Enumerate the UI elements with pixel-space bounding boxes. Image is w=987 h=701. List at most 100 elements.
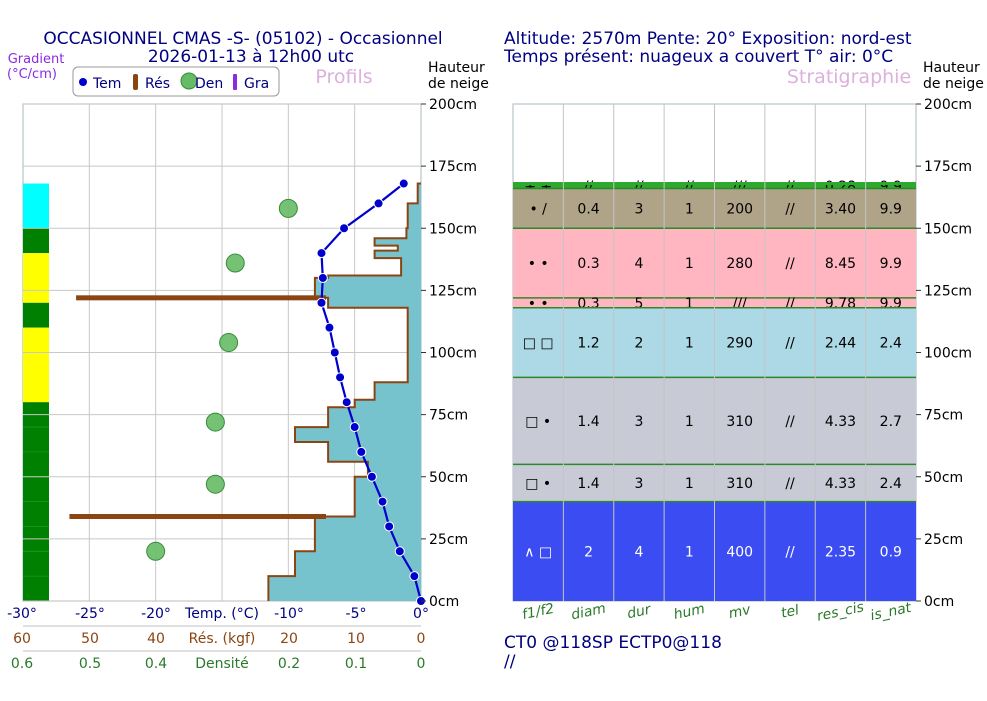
strat-cell: // xyxy=(785,476,795,492)
temperature-point xyxy=(356,446,367,457)
gradient-block xyxy=(23,327,49,403)
temperature-point xyxy=(398,178,409,189)
temperature-point xyxy=(335,372,346,383)
den-tick-label: 0.4 xyxy=(145,656,167,672)
res-tick-label: 40 xyxy=(147,631,165,647)
y-tick-label: 0cm xyxy=(429,594,459,610)
legend-tem-marker xyxy=(79,78,87,86)
strat-cell: 1 xyxy=(685,476,694,492)
strat-cell: 400 xyxy=(726,544,753,560)
profile-title: OCCASIONNEL CMAS -S- (05102) - Occasionn… xyxy=(43,29,442,49)
strat-cell: // xyxy=(785,256,795,272)
strat-cell: □ • xyxy=(525,414,551,430)
left-height-label: Hauteur xyxy=(428,60,485,76)
y-tick-label: 75cm xyxy=(429,408,468,424)
strat-cell: // xyxy=(634,179,644,195)
temperature-point xyxy=(349,422,360,433)
temperature-point xyxy=(341,397,352,408)
strat-cell: 2.44 xyxy=(825,336,856,352)
strat-column-label: mv xyxy=(727,602,752,622)
strat-cell: 280 xyxy=(726,256,753,272)
temp-tick-label: -30° xyxy=(7,606,37,622)
den-axis-label: Densité xyxy=(195,656,249,672)
strat-cell: 0.9 xyxy=(880,544,902,560)
res-tick-label: 10 xyxy=(347,631,365,647)
temperature-point xyxy=(339,223,350,234)
strat-cell: ∧ □ xyxy=(524,544,552,560)
resistance-bar xyxy=(69,514,326,520)
temperature-point xyxy=(329,347,340,358)
gradient-block xyxy=(23,183,49,229)
res-tick-label: 0 xyxy=(417,631,426,647)
res-tick-label: 50 xyxy=(81,631,99,647)
gradient-unit-label: (°C/cm) xyxy=(7,67,57,82)
res-tick-label: 60 xyxy=(13,631,31,647)
stability-test-2: // xyxy=(504,652,516,672)
temp-tick-label: -10° xyxy=(274,606,304,622)
strat-cell: • / xyxy=(529,201,547,217)
strat-cell: // xyxy=(785,336,795,352)
temperature-point xyxy=(316,297,327,308)
temperature-point xyxy=(409,571,420,582)
weather-info: Temps présent: nuageux a couvert T° air:… xyxy=(503,47,893,67)
temperature-point xyxy=(366,471,377,482)
y-tick-label: 25cm xyxy=(429,532,468,548)
strat-cell: 200 xyxy=(726,201,753,217)
strat-cell: // xyxy=(785,179,795,195)
strat-cell: 1.4 xyxy=(577,414,599,430)
strat-y-tick-label: 50cm xyxy=(924,470,963,486)
strat-cell: 4 xyxy=(634,256,643,272)
right-height-label: Hauteur xyxy=(923,60,980,76)
strat-cell: // xyxy=(584,179,594,195)
temperature-point xyxy=(373,198,384,209)
temperature-point xyxy=(377,496,388,507)
density-point xyxy=(146,541,166,561)
strat-cell: □ □ xyxy=(523,336,554,352)
temperature-point xyxy=(317,272,328,283)
strat-column-label: diam xyxy=(570,601,608,624)
strat-cell: 3 xyxy=(634,201,643,217)
strat-cell: 9.9 xyxy=(880,256,902,272)
strat-cell: 4.33 xyxy=(825,476,856,492)
strat-column-label: dur xyxy=(626,601,654,622)
ram-profile-outline xyxy=(267,182,421,601)
temperature-point xyxy=(384,521,395,532)
strat-y-tick-label: 125cm xyxy=(924,283,972,299)
gradient-block xyxy=(23,228,49,254)
stratigraphie-plot: + +///////////0.28 9.9• /0.4 3 1 200//3.40 9.… xyxy=(512,97,972,625)
strat-cell: 290 xyxy=(726,336,753,352)
strat-cell: 3.40 xyxy=(825,201,856,217)
strat-y-tick-label: 150cm xyxy=(924,221,972,237)
strat-y-tick-label: 0cm xyxy=(924,594,954,610)
strat-cell: 2.7 xyxy=(880,414,902,430)
strat-column-label: is_nat xyxy=(869,600,913,624)
strat-cell: 4.33 xyxy=(825,414,856,430)
strat-cell: 8.45 xyxy=(825,256,856,272)
strat-cell: 1.4 xyxy=(577,476,599,492)
resistance-bar xyxy=(76,295,326,301)
strat-cell: 1 xyxy=(685,414,694,430)
gradient-label: Gradient xyxy=(8,52,65,67)
strat-y-tick-label: 25cm xyxy=(924,532,963,548)
strat-cell: 0.3 xyxy=(577,256,599,272)
strat-cell: 1 xyxy=(685,201,694,217)
strat-cell: 1 xyxy=(685,296,694,312)
res-tick-label: 20 xyxy=(280,631,298,647)
strat-cell: 2.35 xyxy=(825,544,856,560)
left-height-label-2: de neige xyxy=(428,76,489,92)
y-tick-label: 50cm xyxy=(429,470,468,486)
strat-cell: 1 xyxy=(685,544,694,560)
strat-cell: // xyxy=(785,296,795,312)
density-point xyxy=(219,333,239,353)
gradient-block xyxy=(23,302,49,328)
strat-column-label: f1/f2 xyxy=(521,601,556,623)
strat-cell: // xyxy=(785,544,795,560)
strat-cell: 2 xyxy=(634,336,643,352)
legend-res-label: Rés xyxy=(145,76,170,92)
temp-axis-label: Temp. (°C) xyxy=(184,606,259,622)
temp-tick-label: -25° xyxy=(75,606,105,622)
den-tick-label: 0.1 xyxy=(345,656,367,672)
strat-column-label: tel xyxy=(780,602,801,621)
den-tick-label: 0.5 xyxy=(79,656,101,672)
